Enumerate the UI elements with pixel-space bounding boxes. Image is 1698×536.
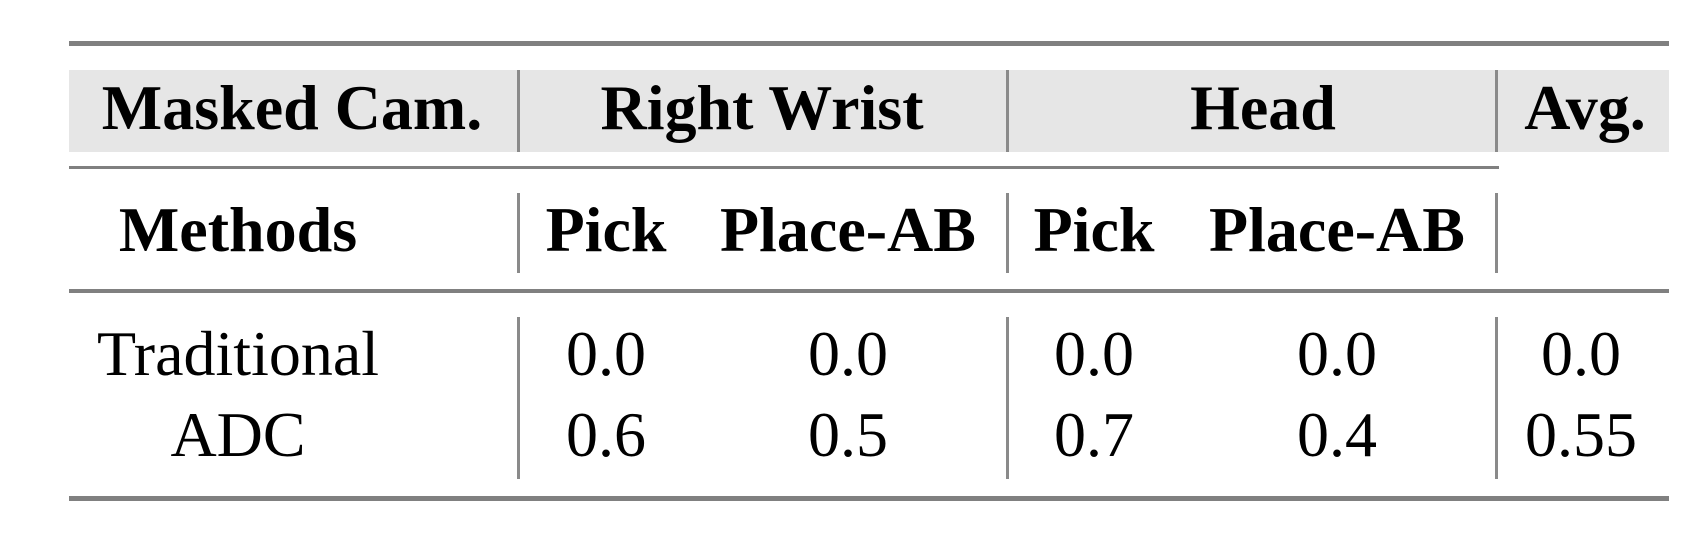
column-separator [1495, 70, 1498, 152]
cell: 0.0 [808, 318, 888, 389]
header-methods: Methods [118, 194, 358, 265]
group-rule [69, 166, 1499, 169]
cell: 0.4 [1297, 399, 1377, 470]
column-separator [517, 70, 520, 152]
column-separator [1006, 193, 1009, 273]
row-traditional-method: Traditional [96, 318, 380, 389]
header-rw-place-ab: Place-AB [720, 194, 976, 265]
header-avg: Avg. [1524, 72, 1646, 143]
row-adc-method: ADC [170, 399, 306, 470]
mid-rule [69, 289, 1669, 293]
cell: 0.0 [566, 318, 646, 389]
header-head-pick: Pick [1033, 194, 1155, 265]
column-separator [1006, 317, 1009, 479]
header-head-place-ab: Place-AB [1209, 194, 1465, 265]
cell: 0.5 [808, 399, 888, 470]
header-right-wrist: Right Wrist [600, 72, 924, 143]
cell-avg: 0.0 [1541, 318, 1621, 389]
header-rw-pick: Pick [545, 194, 667, 265]
column-separator [1495, 317, 1498, 479]
cell: 0.0 [1297, 318, 1377, 389]
cell-avg: 0.55 [1525, 399, 1637, 470]
bottom-rule [69, 496, 1669, 501]
column-separator [1495, 193, 1498, 273]
column-separator [517, 193, 520, 273]
header-band [69, 70, 1669, 152]
header-masked-cam: Masked Cam. [101, 72, 483, 143]
cell: 0.6 [566, 399, 646, 470]
column-separator [1006, 70, 1009, 152]
cell: 0.0 [1054, 318, 1134, 389]
column-separator [517, 317, 520, 479]
cell: 0.7 [1054, 399, 1134, 470]
header-head: Head [1190, 72, 1336, 143]
top-rule [69, 41, 1669, 46]
